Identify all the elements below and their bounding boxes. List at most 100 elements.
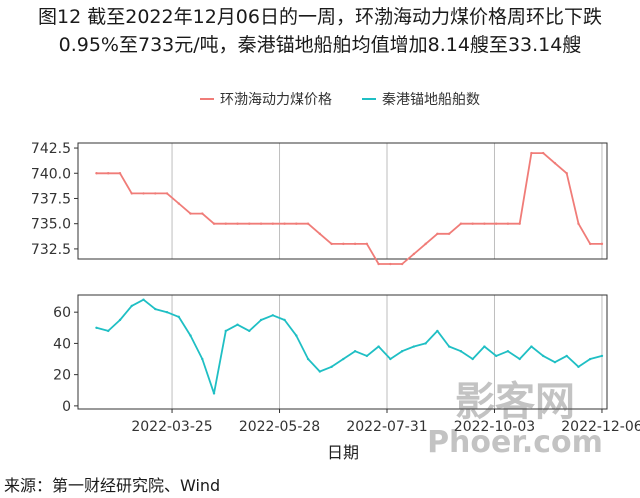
ships-panel: 0 20 40 60	[53, 294, 608, 415]
data-point	[589, 242, 592, 246]
data-point	[201, 357, 204, 361]
data-point	[212, 222, 216, 225]
data-point	[271, 222, 275, 225]
data-point	[353, 242, 357, 246]
data-point	[165, 310, 169, 314]
data-point	[224, 222, 227, 225]
x-axis: 2022-03-25 2022-05-28 2022-07-31 2022-10-03…	[131, 409, 640, 435]
data-point	[400, 262, 404, 266]
data-point	[118, 318, 122, 322]
legend: 环渤海动力煤价格 秦港锚地船舶数	[200, 92, 480, 108]
data-point	[565, 172, 568, 175]
source-note: 来源：第一财经研究院、Wind	[4, 476, 221, 495]
data-point	[483, 222, 486, 225]
data-point	[142, 192, 145, 195]
watermark-url: Phoer.com	[427, 425, 603, 460]
data-point	[541, 354, 545, 358]
data-point	[389, 262, 392, 266]
data-point	[577, 222, 580, 225]
data-point	[177, 315, 180, 319]
data-point	[389, 357, 392, 361]
data-point	[318, 232, 322, 235]
data-point	[283, 222, 286, 225]
data-point	[189, 334, 192, 337]
data-point	[342, 242, 345, 246]
data-point	[412, 345, 416, 348]
chart-title-line1: 图12 截至2022年12月06日的一周，环渤海动力煤价格周环比下跌	[38, 6, 602, 28]
data-point	[506, 222, 510, 225]
x-tick-label: 2022-10-03	[454, 419, 535, 435]
y-tick-label: 0	[62, 399, 71, 415]
y-tick-label: 732.5	[31, 242, 71, 258]
data-point	[177, 202, 180, 205]
data-point	[248, 329, 251, 333]
data-point	[95, 172, 98, 175]
watermark-text: 影客网	[455, 379, 575, 425]
data-point	[600, 242, 604, 246]
data-point	[400, 350, 404, 353]
data-point	[283, 318, 286, 322]
data-point	[530, 151, 533, 155]
data-point	[118, 172, 122, 175]
data-point	[107, 329, 110, 333]
data-point	[494, 222, 498, 225]
data-point	[95, 326, 98, 329]
data-point	[271, 314, 275, 317]
x-tick-label: 2022-03-25	[131, 419, 212, 435]
data-point	[447, 232, 451, 235]
data-point	[295, 334, 298, 337]
data-point	[589, 357, 592, 361]
watermark: 影客网 Phoer.com	[427, 379, 603, 460]
data-point	[330, 242, 333, 246]
data-point	[506, 350, 510, 353]
data-point	[412, 252, 416, 256]
data-point	[154, 192, 157, 195]
legend-label-ships: 秦港锚地船舶数	[382, 92, 480, 108]
data-point	[259, 318, 263, 322]
data-point	[224, 329, 227, 333]
data-point	[165, 192, 169, 195]
data-point	[553, 161, 557, 165]
data-point	[600, 354, 604, 358]
data-point	[306, 222, 310, 225]
data-point	[483, 345, 486, 348]
data-point	[189, 212, 192, 215]
panel-frame	[77, 294, 608, 410]
data-point	[142, 298, 145, 301]
chart-canvas: 环渤海动力煤价格 秦港锚地船舶数 732.5 735.0 737.5 740.0 742…	[31, 92, 640, 462]
series-line-ships	[96, 298, 603, 395]
data-point	[436, 329, 439, 333]
data-point	[565, 354, 568, 358]
x-axis-label: 日期	[327, 443, 359, 462]
y-tick-label: 735.0	[31, 217, 71, 233]
data-point	[553, 360, 557, 364]
x-tick-label: 2022-07-31	[346, 419, 427, 435]
data-point	[471, 222, 474, 225]
data-point	[306, 357, 310, 361]
data-point	[318, 370, 322, 373]
y-tick-label: 737.5	[31, 191, 71, 207]
data-point	[353, 350, 357, 353]
data-point	[248, 222, 251, 225]
chart-title-line2: 0.95%至733元/吨，秦港锚地船舶均值增加8.14艘至33.14艘	[58, 34, 582, 56]
data-point	[459, 350, 463, 353]
data-point	[518, 357, 521, 361]
data-point	[107, 172, 110, 175]
data-point	[365, 242, 369, 246]
data-point	[236, 222, 239, 225]
price-panel: 732.5 735.0 737.5 740.0 742.5	[31, 141, 608, 266]
data-point	[377, 262, 380, 266]
data-point	[447, 345, 451, 348]
data-point	[212, 392, 216, 395]
y-tick-label: 40	[53, 336, 71, 352]
data-point	[130, 304, 133, 308]
data-point	[494, 354, 498, 358]
x-tick-label: 2022-12-06	[561, 419, 640, 435]
data-point	[577, 365, 580, 369]
data-point	[154, 307, 157, 311]
data-point	[518, 222, 521, 225]
data-point	[236, 323, 239, 326]
data-point	[130, 192, 133, 195]
data-point	[424, 342, 427, 345]
data-point	[530, 345, 533, 348]
